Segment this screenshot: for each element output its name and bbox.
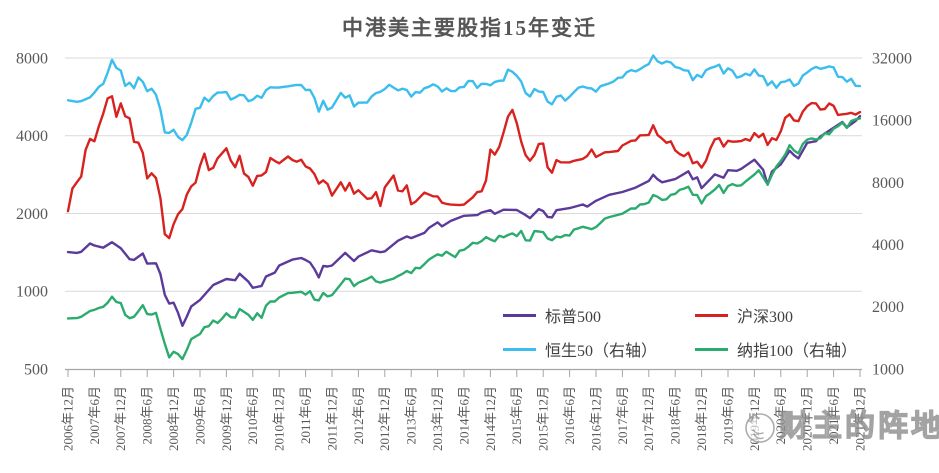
y-axis-right-label: 1000	[872, 361, 904, 378]
chart-title: 中港美主要股指15年变迁	[342, 16, 597, 40]
x-tick-label: 2009年12月	[219, 386, 234, 451]
x-tick-label: 2008年6月	[140, 386, 155, 445]
x-tick-label: 2013年12月	[430, 386, 445, 451]
legend-swatch-csi300	[695, 313, 728, 317]
x-tick-label: 2018年12月	[694, 386, 709, 451]
y-axis-left-label: 4000	[16, 128, 48, 145]
watermark-text: 财主的阵地	[778, 409, 939, 443]
x-tick-label: 2021年6月	[826, 386, 841, 445]
y-axis-right-label: 4000	[872, 237, 904, 254]
x-tick-label: 2011年6月	[298, 386, 313, 444]
x-tick-label: 2020年12月	[800, 386, 815, 451]
x-tick-label: 2014年12月	[483, 386, 498, 451]
legend-label-ndx100: 纳指100（右轴）	[737, 343, 858, 360]
x-tick-label: 2007年6月	[87, 386, 102, 445]
y-axis-left-label: 2000	[16, 206, 48, 223]
cat-circle-logo-icon	[745, 413, 775, 443]
watermark: 财主的阵地	[741, 408, 939, 446]
y-axis-right-label: 16000	[872, 113, 912, 130]
x-tick-label: 2011年12月	[324, 386, 339, 451]
y-axis-right-label: 2000	[872, 299, 904, 316]
legend-swatch-sp500	[503, 313, 536, 317]
x-tick-label: 2017年12月	[641, 386, 656, 451]
legend-label-hsi50: 恒生50（右轴）	[545, 343, 658, 360]
legend-swatch-hsi50	[503, 347, 536, 351]
legend-item-csi300: 沪深300	[695, 303, 905, 327]
x-tick-label: 2007年12月	[113, 386, 128, 451]
series-line-0	[66, 114, 862, 327]
series-line-1	[66, 95, 862, 240]
legend-label-sp500: 标普500	[545, 309, 602, 326]
x-tick-label: 2019年6月	[720, 386, 735, 445]
x-tick-label: 2010年6月	[245, 386, 260, 445]
x-tick-label: 2010年12月	[272, 386, 287, 451]
legend-item-sp500: 标普500	[503, 303, 695, 327]
y-axis-right-label: 8000	[872, 175, 904, 192]
x-tick-label: 2016年6月	[562, 386, 577, 445]
y-axis-left-label: 8000	[16, 50, 48, 67]
x-tick-label: 2013年6月	[404, 386, 419, 445]
legend: 标普500 沪深300 恒生50（右轴） 纳指100（右轴）	[503, 303, 905, 361]
x-tick-label: 2021年12月	[852, 386, 867, 451]
y-axis-right-label: 32000	[872, 50, 912, 67]
legend-swatch-ndx100	[695, 347, 728, 351]
x-tick-label: 2020年6月	[773, 386, 788, 445]
x-tick-label: 2016年12月	[588, 386, 603, 451]
series-line-3	[66, 117, 862, 361]
x-tick-label: 2014年6月	[456, 386, 471, 445]
x-tick-label: 2012年6月	[351, 386, 366, 445]
legend-label-csi300: 沪深300	[737, 309, 794, 326]
y-axis-left-label: 500	[24, 361, 48, 378]
x-tick-label: 2015年12月	[536, 386, 551, 451]
x-tick-label: 2009年6月	[192, 386, 207, 445]
x-tick-label: 2017年6月	[615, 386, 630, 445]
y-axis-left-label: 1000	[16, 284, 48, 301]
series-line-2	[66, 54, 862, 142]
x-tick-label: 2012年12月	[377, 386, 392, 451]
x-tick-label: 2006年12月	[60, 386, 75, 451]
x-tick-label: 2018年6月	[668, 386, 683, 445]
x-tick-label: 2015年6月	[509, 386, 524, 445]
x-tick-label: 2008年12月	[166, 386, 181, 451]
legend-item-ndx100: 纳指100（右轴）	[695, 337, 905, 361]
legend-item-hsi50: 恒生50（右轴）	[503, 337, 695, 361]
